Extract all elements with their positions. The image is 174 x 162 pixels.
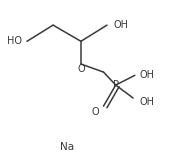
Text: OH: OH xyxy=(140,70,155,80)
Text: OH: OH xyxy=(113,20,128,30)
Text: P: P xyxy=(113,80,119,90)
Text: O: O xyxy=(91,107,99,117)
Text: HO: HO xyxy=(7,36,22,46)
Text: OH: OH xyxy=(140,97,155,107)
Text: Na: Na xyxy=(60,142,74,152)
Text: O: O xyxy=(77,64,85,74)
